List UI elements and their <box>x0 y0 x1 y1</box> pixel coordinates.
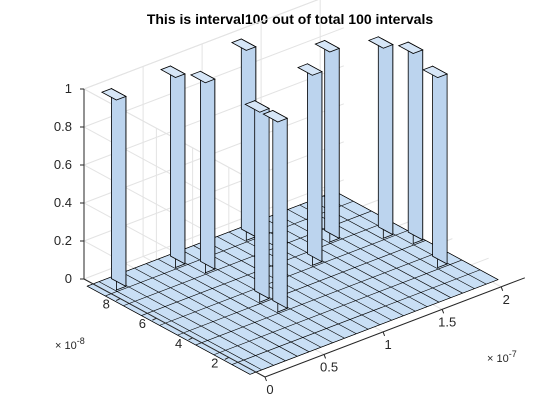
bar <box>397 41 424 245</box>
bar-face-top <box>397 41 424 54</box>
bar-face-top <box>100 88 127 101</box>
x-tick-mark <box>323 354 327 359</box>
y-tick-mark <box>188 337 193 341</box>
y-tick-label: 4 <box>175 336 182 351</box>
bar-face-side <box>199 70 216 270</box>
x-tick-mark <box>382 331 386 337</box>
bar-face-side <box>324 39 340 240</box>
x-tick-mark <box>264 376 267 382</box>
floor-grid-line-x <box>216 236 381 326</box>
floor-grid-line-x <box>323 195 487 285</box>
bar-face-top <box>367 36 394 49</box>
y-axis-exponent: × 10-8 <box>55 336 85 352</box>
x-tick-mark <box>500 286 504 291</box>
bar-face-top <box>422 65 449 79</box>
bar-face-top <box>189 70 216 84</box>
floor-grid-line-x <box>98 281 262 371</box>
bar-face-top <box>244 100 271 113</box>
floor-grid-line-x <box>87 285 251 375</box>
bar <box>422 65 449 269</box>
axis-ticks: 0 0.5 1 1.5 2 2 4 6 8 0 0.2 0.4 0.6 0.8 1 <box>54 81 525 397</box>
z-tick-label: 0.6 <box>54 157 72 172</box>
y-tick-mark <box>115 298 121 302</box>
bar <box>244 100 271 303</box>
x-tick-mark <box>441 309 445 314</box>
y-axis-line <box>83 278 266 378</box>
bar <box>297 63 323 266</box>
floor-grid-line-x <box>122 272 286 362</box>
floor-grid-line-y <box>177 240 426 336</box>
bar-face-top <box>160 65 186 78</box>
x-tick-label: 2 <box>503 292 510 307</box>
bar-face-side <box>407 41 424 241</box>
bar-face-side <box>254 100 270 300</box>
bar-face-side <box>111 87 127 288</box>
x-tick-label: 0 <box>266 382 273 397</box>
bar-face-side <box>240 38 257 238</box>
floor-grid-line-x <box>146 263 310 353</box>
floor-grid-line-x <box>275 213 440 303</box>
y-tick-label: 2 <box>211 355 218 370</box>
y-tick-label: 6 <box>139 316 146 331</box>
bar-face-side <box>377 36 394 236</box>
bar-face-side <box>432 65 448 265</box>
bar-face-side <box>169 65 186 265</box>
floor-grid-line-y <box>231 269 481 365</box>
bar-face-top <box>230 38 257 51</box>
floor-grid-line-x <box>264 218 428 307</box>
bar-face-side <box>272 109 288 309</box>
x-axis-line <box>264 277 525 378</box>
bar-face-top <box>297 63 323 76</box>
chart-title: This is interval100 out of total 100 int… <box>147 11 434 27</box>
x-tick-label: 0.5 <box>320 359 338 374</box>
bar <box>262 109 289 313</box>
floor-grid-line-x <box>157 258 322 348</box>
z-tick-label: 0.8 <box>54 119 72 134</box>
bar <box>314 39 341 243</box>
floor-grid-line-x <box>169 254 333 344</box>
y-tick-mark <box>224 356 230 360</box>
bar <box>100 87 127 291</box>
x-tick-label: 1.5 <box>438 314 456 329</box>
floor-grid-line-x <box>134 267 298 357</box>
x-tick-label: 1 <box>384 337 391 352</box>
z-tick-label: 0.4 <box>54 195 72 210</box>
bar <box>189 70 216 274</box>
y-tick-label: 8 <box>103 297 110 312</box>
bar-face-top <box>314 40 341 53</box>
z-tick-label: 0.2 <box>54 233 72 248</box>
bar <box>160 65 186 269</box>
bar-face-side <box>306 63 323 263</box>
bars <box>100 36 449 313</box>
bar-face-top <box>262 110 289 123</box>
bar <box>367 36 394 239</box>
floor-grid-line-y <box>213 259 462 356</box>
y-tick-mark <box>152 317 157 321</box>
floor-grid-line-x <box>110 276 274 366</box>
z-tick-label: 0 <box>65 271 72 286</box>
x-axis-exponent: × 10-7 <box>487 349 517 365</box>
z-tick-label: 1 <box>65 81 72 96</box>
floor-grid-line-y <box>249 279 499 375</box>
bar <box>230 38 257 241</box>
floor-grid-line-y <box>195 249 444 346</box>
